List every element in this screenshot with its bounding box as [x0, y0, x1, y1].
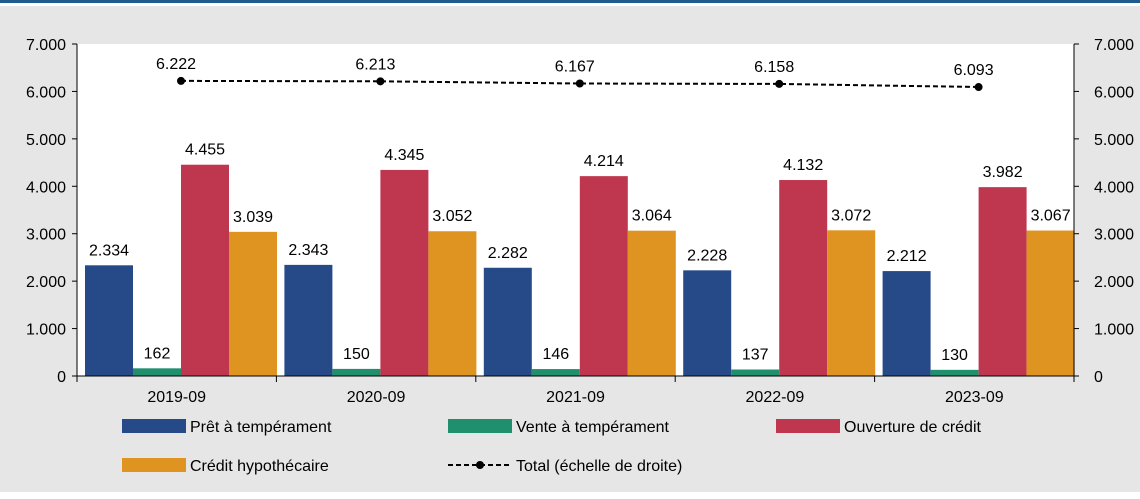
- bar-value-label: 4.214: [584, 153, 624, 170]
- y-tick-label-right: 0: [1094, 369, 1103, 386]
- bar-3-2021-09: [579, 176, 628, 376]
- y-tick-label-right: 3.000: [1094, 227, 1134, 244]
- bar-3-2022-09: [779, 180, 828, 376]
- x-tick-label: 2021-09: [546, 389, 605, 406]
- x-tick-label: 2020-09: [347, 389, 406, 406]
- bar-1-2021-09: [483, 267, 532, 376]
- bar-4-2020-09: [428, 231, 477, 376]
- legend-swatch-1: [122, 419, 186, 433]
- chart-panel: 2.334 2.343 2.282 2.228 2.212 162 150 146 137 130…: [0, 6, 1140, 492]
- bar-value-label: 150: [343, 346, 370, 363]
- y-tick-label-right: 5.000: [1094, 132, 1134, 149]
- y-tick-label-left: 1.000: [26, 322, 66, 339]
- bar-1-2022-09: [683, 270, 732, 376]
- bar-value-label: 3.039: [233, 209, 273, 226]
- bar-value-label: 4.132: [783, 157, 823, 174]
- bar-value-label: 2.282: [488, 245, 528, 262]
- total-value-label: 6.213: [355, 56, 395, 73]
- bar-4-2022-09: [827, 230, 876, 376]
- legend-swatch-2: [448, 419, 512, 433]
- x-tick-label: 2019-09: [147, 389, 206, 406]
- bar-value-label: 3.067: [1031, 208, 1071, 225]
- bar-1-2020-09: [284, 264, 333, 376]
- bar-2-2021-09: [531, 369, 580, 376]
- total-point: [974, 83, 983, 92]
- bar-1-2023-09: [882, 271, 931, 376]
- y-tick-label-left: 6.000: [26, 84, 66, 101]
- top-rule: [0, 0, 1140, 3]
- bar-2-2020-09: [332, 368, 381, 376]
- total-value-label: 6.222: [156, 56, 196, 73]
- total-point: [376, 77, 385, 86]
- bar-value-label: 146: [542, 346, 569, 363]
- legend-label-2: Vente à tempérament: [516, 419, 670, 436]
- total-value-label: 6.158: [754, 59, 794, 76]
- bar-3-2023-09: [978, 187, 1027, 376]
- legend-swatch-4: [122, 458, 186, 472]
- total-line: [180, 79, 979, 89]
- x-tick-label: 2022-09: [746, 389, 805, 406]
- legend-swatch-3: [776, 419, 840, 433]
- bar-value-label: 162: [144, 345, 171, 362]
- x-tick-label: 2023-09: [945, 389, 1004, 406]
- bar-value-label: 3.982: [983, 164, 1023, 181]
- total-value-label: 6.167: [555, 59, 595, 76]
- legend-label-1: Prêt à tempérament: [190, 419, 332, 436]
- y-tick-label-right: 6.000: [1094, 84, 1134, 101]
- bar-4-2019-09: [229, 231, 277, 376]
- y-tick-label-right: 1.000: [1094, 322, 1134, 339]
- legend-label-3: Ouverture de crédit: [844, 419, 982, 436]
- bar-value-label: 4.345: [384, 147, 424, 164]
- y-tick-label-left: 4.000: [26, 179, 66, 196]
- bar-value-label: 2.212: [887, 248, 927, 265]
- legend-label-5: Total (échelle de droite): [516, 458, 682, 475]
- bar-3-2019-09: [181, 164, 229, 376]
- bar-value-label: 137: [742, 347, 769, 364]
- y-tick-label-left: 0: [57, 369, 66, 386]
- y-tick-label-right: 7.000: [1094, 37, 1134, 54]
- bar-2-2022-09: [731, 369, 780, 376]
- total-value-label: 6.093: [954, 62, 994, 79]
- legend-line-marker: [476, 461, 484, 469]
- bar-value-label: 2.343: [288, 242, 328, 259]
- legend-label-4: Crédit hypothécaire: [190, 458, 329, 475]
- bar-3-2020-09: [380, 169, 429, 376]
- bar-value-label: 2.228: [687, 247, 727, 264]
- y-tick-label-left: 3.000: [26, 227, 66, 244]
- bar-value-label: 130: [941, 347, 968, 364]
- bar-value-label: 2.334: [89, 242, 129, 259]
- bar-2-2019-09: [133, 368, 181, 376]
- chart-svg: 2.334 2.343 2.282 2.228 2.212 162 150 146 137 130…: [26, 37, 1134, 475]
- bar-1-2019-09: [85, 265, 133, 376]
- y-tick-label-left: 7.000: [26, 37, 66, 54]
- y-tick-label-left: 5.000: [26, 132, 66, 149]
- total-point: [775, 79, 784, 88]
- y-tick-label-right: 2.000: [1094, 274, 1134, 291]
- y-tick-label-left: 2.000: [26, 274, 66, 291]
- bar-4-2021-09: [627, 230, 676, 376]
- total-point: [177, 76, 185, 85]
- bar-value-label: 3.072: [831, 207, 871, 224]
- bar-value-label: 3.064: [632, 208, 672, 225]
- y-tick-label-right: 4.000: [1094, 179, 1134, 196]
- bar-2-2023-09: [930, 369, 979, 376]
- bar-value-label: 3.052: [432, 208, 472, 225]
- bar-4-2023-09: [1026, 230, 1075, 376]
- total-point: [575, 79, 584, 88]
- bar-value-label: 4.455: [185, 142, 225, 159]
